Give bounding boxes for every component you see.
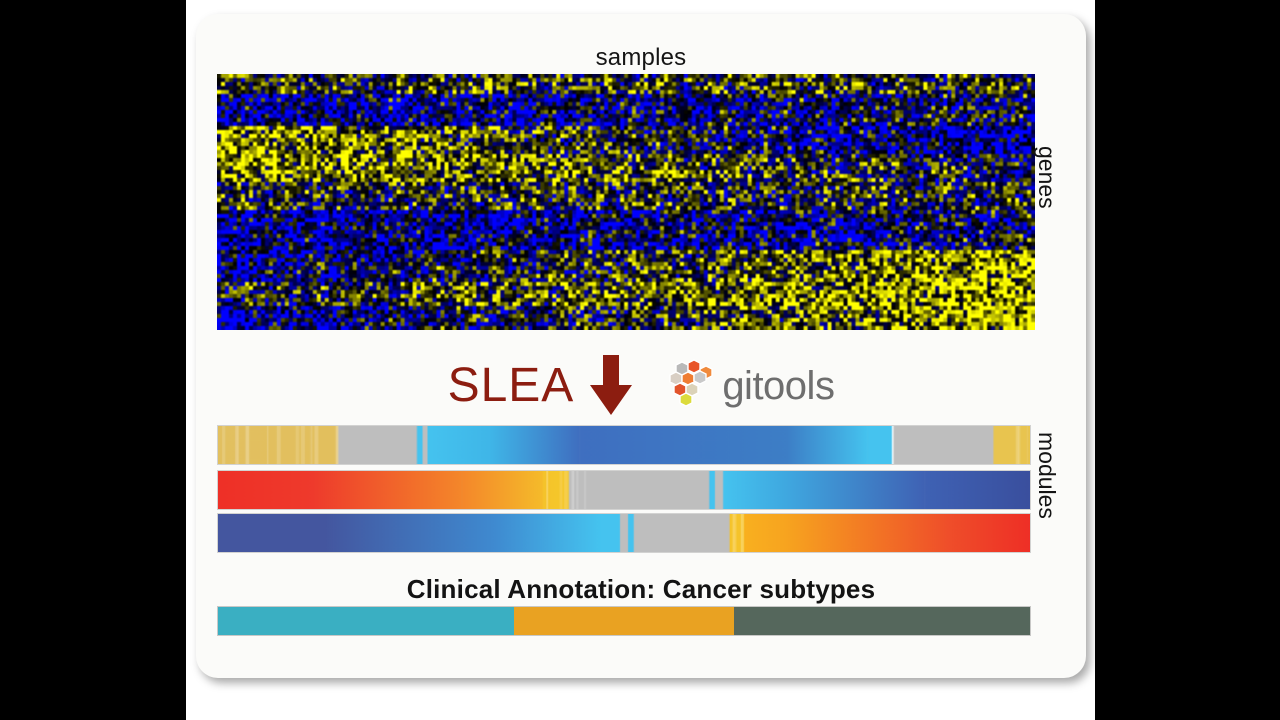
slea-label: SLEA	[447, 359, 575, 412]
clinical-segment-subtype-3	[733, 607, 1030, 635]
heatmap-canvas	[217, 74, 1035, 330]
module-row-canvas	[218, 514, 1030, 552]
genes-axis-label: genes	[1034, 146, 1060, 209]
clinical-segment-subtype-1	[218, 607, 515, 635]
modules-axis-label: modules	[1034, 432, 1060, 519]
arrow-down-icon	[590, 355, 633, 415]
module-row-canvas	[218, 471, 1030, 509]
clinical-annotation-title: Clinical Annotation: Cancer subtypes	[406, 574, 876, 604]
gitools-wordmark: gitools	[722, 364, 835, 408]
module-row	[217, 425, 1031, 465]
gitools-hexagon-cluster-icon	[669, 359, 714, 407]
letterbox-right	[1095, 0, 1280, 720]
gitools-logo: gitools	[662, 359, 835, 413]
clinical-segment-subtype-2	[514, 607, 734, 635]
samples-axis-label: samples	[595, 44, 687, 71]
clinical-annotation-bar	[217, 606, 1031, 636]
module-row	[217, 470, 1031, 510]
slea-transform-row: SLEA gitools	[196, 352, 1086, 420]
module-row	[217, 513, 1031, 553]
gene-expression-heatmap	[217, 74, 1035, 330]
letterbox-left	[0, 0, 186, 720]
module-row-canvas	[218, 426, 1030, 464]
